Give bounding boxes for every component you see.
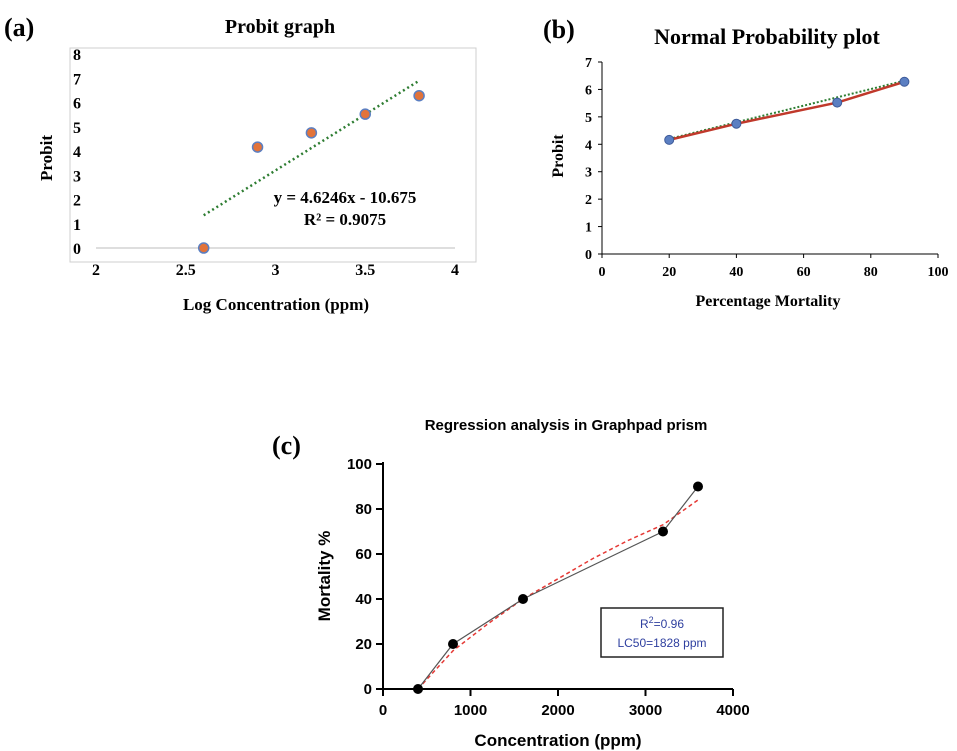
panel-c-r-squared: R2=0.96 bbox=[640, 615, 684, 631]
panel-a-y-tick-label: 5 bbox=[73, 120, 81, 137]
panel-c-data-point bbox=[658, 526, 668, 537]
panel-a-label: (a) bbox=[4, 13, 34, 42]
panel-a-x-tick-label: 3.5 bbox=[355, 262, 375, 279]
panel-c-data-point bbox=[448, 639, 458, 649]
panel-c-x-tick-label: 3000 bbox=[629, 702, 662, 719]
panel-a-data-point bbox=[197, 242, 210, 254]
panel-c-y-tick-label: 60 bbox=[355, 546, 372, 563]
panel-c-fit-curve bbox=[417, 499, 699, 690]
panel-b-y-tick-label: 5 bbox=[585, 111, 592, 126]
panel-c-y-tick-label: 0 bbox=[364, 681, 372, 698]
panel-c-series-line bbox=[417, 486, 699, 690]
panel-c: (c) Regression analysis in Graphpad pris… bbox=[272, 417, 750, 750]
panel-c-y-tick-label: 80 bbox=[355, 501, 372, 518]
panel-b-title: Normal Probability plot bbox=[654, 24, 880, 49]
panel-a-y-tick-label: 3 bbox=[73, 168, 81, 185]
panel-b-points bbox=[664, 76, 910, 145]
panel-a-x-tick-label: 2.5 bbox=[176, 262, 196, 279]
panel-b-x-ticks: 0 20 40 60 80 100 bbox=[599, 254, 949, 280]
panel-b-x-tick-label: 40 bbox=[729, 265, 743, 280]
panel-b-y-tick-label: 4 bbox=[585, 138, 592, 153]
panel-a-r-squared: R² = 0.9075 bbox=[304, 210, 386, 229]
panel-a-y-tick-label: 7 bbox=[73, 71, 81, 88]
panel-a-y-label: Probit bbox=[37, 135, 56, 181]
panel-c-r-squared-sup: 2 bbox=[649, 615, 654, 625]
panel-c-data-point bbox=[693, 481, 703, 492]
panel-a: (a) Probit graph 0 1 2 3 4 5 6 7 8 2 2.5 3 3.5 4 y =… bbox=[4, 13, 477, 314]
panel-b-label: (b) bbox=[543, 15, 575, 44]
panel-b-x-tick-label: 100 bbox=[928, 265, 949, 280]
panel-c-lc50: LC50=1828 ppm bbox=[617, 636, 706, 650]
panel-a-data-point bbox=[251, 141, 264, 153]
panel-a-x-label: Log Concentration (ppm) bbox=[183, 295, 369, 314]
panel-b-data-point bbox=[899, 76, 910, 87]
panel-b-x-tick-label: 60 bbox=[797, 265, 811, 280]
panel-b-data-point bbox=[731, 118, 742, 129]
panel-a-x-tick-label: 2 bbox=[92, 262, 100, 279]
panel-b-series-line bbox=[668, 80, 905, 142]
panel-a-data-point bbox=[359, 108, 371, 120]
panel-c-data-point bbox=[413, 684, 423, 694]
panel-b-x-tick-label: 80 bbox=[864, 265, 878, 280]
panel-c-r-squared-value: =0.96 bbox=[654, 617, 685, 631]
panel-c-points bbox=[413, 481, 703, 694]
panel-c-data-point bbox=[518, 594, 528, 604]
panel-a-x-ticks: 2 2.5 3 3.5 4 bbox=[92, 262, 459, 279]
panel-a-y-tick-label: 4 bbox=[73, 144, 81, 161]
panel-a-y-tick-label: 0 bbox=[73, 241, 81, 258]
panel-b-y-label: Probit bbox=[550, 134, 567, 178]
panel-b-y-tick-label: 2 bbox=[585, 193, 592, 208]
panel-a-data-point bbox=[413, 89, 425, 102]
panel-a-points bbox=[197, 89, 425, 254]
panel-c-x-ticks: 0 1000 2000 3000 4000 bbox=[379, 689, 750, 719]
panel-b-y-ticks: 0 1 2 3 4 5 6 7 bbox=[585, 56, 602, 263]
panel-b-y-tick-label: 3 bbox=[585, 166, 592, 181]
panel-a-y-tick-label: 8 bbox=[73, 47, 81, 64]
panel-b-y-tick-label: 1 bbox=[585, 221, 592, 236]
panel-a-y-ticks: 0 1 2 3 4 5 6 7 8 bbox=[73, 47, 81, 258]
panel-c-annotation-box bbox=[600, 607, 724, 658]
panel-c-x-label: Concentration (ppm) bbox=[474, 731, 641, 750]
panel-b-x-label: Percentage Mortality bbox=[696, 293, 841, 310]
panel-a-y-tick-label: 1 bbox=[73, 217, 81, 234]
panel-c-y-tick-label: 100 bbox=[347, 456, 372, 473]
panel-c-y-ticks: 0 20 40 60 80 100 bbox=[347, 456, 383, 698]
panel-c-x-tick-label: 2000 bbox=[541, 702, 574, 719]
panel-b-x-tick-label: 20 bbox=[662, 265, 676, 280]
panel-c-y-label: Mortality % bbox=[315, 531, 334, 622]
panel-a-trendline bbox=[203, 79, 420, 217]
panel-a-plot-frame bbox=[69, 47, 477, 263]
panel-b-y-tick-label: 7 bbox=[585, 56, 592, 71]
panel-b-x-tick-label: 0 bbox=[599, 265, 606, 280]
panel-a-x-tick-label: 4 bbox=[451, 262, 459, 279]
panel-c-r-squared-prefix: R bbox=[640, 617, 649, 631]
panel-c-title: Regression analysis in Graphpad prism bbox=[425, 417, 708, 434]
panel-a-x-tick-label: 3 bbox=[272, 262, 280, 279]
panel-a-y-tick-label: 6 bbox=[73, 96, 81, 113]
panel-a-title: Probit graph bbox=[225, 16, 335, 38]
panel-c-x-tick-label: 0 bbox=[379, 702, 387, 719]
panel-c-label: (c) bbox=[272, 431, 301, 460]
panel-c-x-tick-label: 1000 bbox=[454, 702, 487, 719]
panel-a-data-point bbox=[305, 127, 318, 139]
panel-c-x-tick-label: 4000 bbox=[716, 702, 749, 719]
panel-b-y-tick-label: 0 bbox=[585, 248, 592, 263]
panel-c-y-tick-label: 20 bbox=[355, 636, 372, 653]
panel-b-data-point bbox=[832, 97, 843, 108]
panel-a-equation: y = 4.6246x - 10.675 bbox=[274, 188, 417, 207]
panel-c-y-tick-label: 40 bbox=[355, 591, 372, 608]
panel-a-y-tick-label: 2 bbox=[73, 193, 81, 210]
panel-b-data-point bbox=[664, 134, 675, 145]
panel-b: (b) Normal Probability plot 0 1 2 3 4 5 6 7 0 20… bbox=[543, 15, 949, 310]
panel-b-y-tick-label: 6 bbox=[585, 83, 592, 98]
